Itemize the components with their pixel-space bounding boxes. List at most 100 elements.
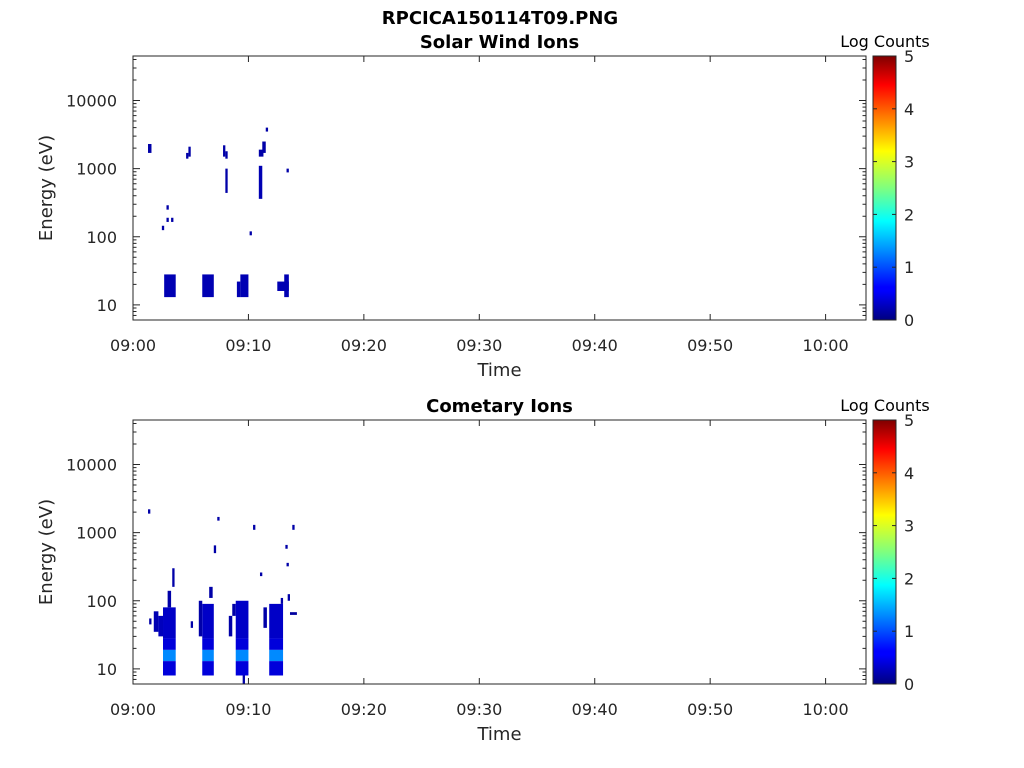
spectrogram-cell	[235, 661, 249, 676]
x-tick-label: 10:00	[803, 336, 849, 355]
y-tick-label: 100	[86, 228, 117, 247]
colorbar-tick-label: 5	[904, 411, 914, 430]
x-tick-label: 09:00	[110, 700, 156, 719]
spectrogram-cell	[258, 149, 264, 157]
spectrogram-cell	[202, 661, 214, 676]
y-tick-label: 1000	[76, 160, 117, 179]
x-tick-label: 09:20	[341, 336, 387, 355]
colorbar-gradient	[872, 55, 897, 321]
spectrogram-cell	[166, 205, 169, 210]
y-axis-label: Energy (eV)	[36, 135, 57, 241]
spectrogram-cell	[240, 274, 249, 298]
x-tick-label: 10:00	[803, 700, 849, 719]
spectrogram-cell	[217, 516, 220, 521]
colorbar-tick-label: 2	[904, 569, 914, 588]
spectrogram-cell	[225, 168, 228, 193]
spectrogram-cell	[148, 509, 151, 514]
spectrogram-cell	[292, 524, 295, 530]
x-tick-label: 09:50	[687, 336, 733, 355]
spectrogram-cell	[265, 127, 269, 132]
plot-frame	[132, 55, 867, 321]
spectrogram-cell	[287, 594, 290, 601]
spectrogram-cell	[235, 649, 249, 662]
spectrogram-cell	[198, 600, 203, 637]
colorbar-label: Log Counts	[840, 396, 930, 415]
x-tick-label: 09:30	[456, 700, 502, 719]
colorbar-tick-label: 1	[904, 622, 914, 641]
colorbar-label: Log Counts	[840, 32, 930, 51]
colorbar-tick-label: 0	[904, 675, 914, 694]
spectrogram-cell	[269, 649, 284, 662]
spectrogram-cell	[236, 281, 241, 298]
spectrogram-cell	[253, 524, 256, 530]
spectrogram-cell	[269, 638, 284, 650]
x-tick-label: 09:10	[225, 336, 271, 355]
spectrogram-cell	[202, 274, 214, 298]
plot-frame	[132, 419, 867, 685]
spectrogram-cell	[167, 590, 172, 608]
colorbar-tick-label: 2	[904, 205, 914, 224]
spectrogram-cell	[228, 615, 233, 637]
spectrogram-cell	[213, 545, 217, 554]
spectrogram-cell	[262, 141, 266, 153]
colorbar-tick-label: 4	[904, 464, 914, 483]
spectrogram-cell	[285, 544, 288, 549]
y-tick-label: 10	[97, 660, 117, 679]
spectrogram-cells	[148, 127, 289, 298]
spectrogram-cell	[164, 274, 176, 298]
spectrogram-cell	[223, 145, 226, 157]
x-tick-label: 09:40	[572, 700, 618, 719]
y-tick-label: 10	[97, 296, 117, 315]
x-tick-label: 09:50	[687, 700, 733, 719]
spectrogram-cell	[166, 217, 169, 222]
spectrogram-cell	[235, 600, 249, 639]
spectrogram-cell	[269, 603, 284, 639]
spectrogram-cells	[148, 509, 297, 684]
x-axis-label: Time	[476, 360, 521, 381]
spectrogram-cell	[190, 621, 194, 628]
spectrogram-cell	[186, 152, 189, 159]
chart-title: Solar Wind Ions	[420, 32, 579, 53]
x-tick-label: 09:00	[110, 336, 156, 355]
spectrogram-cell	[259, 572, 263, 577]
spectrogram-cell	[161, 225, 165, 231]
spectrogram-cell	[289, 612, 297, 615]
spectrogram-cell	[286, 562, 289, 567]
spectrogram-cell	[153, 611, 159, 632]
x-tick-label: 09:40	[572, 336, 618, 355]
spectrogram-cell	[209, 586, 213, 598]
chart-title: Cometary Ions	[426, 396, 573, 417]
spectrogram-cell	[163, 638, 176, 650]
x-tick-label: 09:20	[341, 700, 387, 719]
spectrogram-cell	[277, 281, 289, 291]
spectrogram-cell	[188, 146, 191, 157]
y-tick-label: 10000	[66, 456, 117, 475]
x-tick-label: 09:10	[225, 700, 271, 719]
spectrogram-cell	[225, 151, 228, 159]
x-axis-label: Time	[476, 724, 521, 745]
spectrogram-cell	[235, 638, 249, 650]
x-tick-label: 09:30	[456, 336, 502, 355]
spectrogram-cell	[286, 168, 289, 173]
spectrogram-cell	[149, 618, 152, 625]
spectrogram-cell	[202, 603, 214, 639]
spectrogram-cell	[163, 649, 176, 662]
y-axis-label: Energy (eV)	[36, 499, 57, 605]
colorbar-tick-label: 3	[904, 153, 914, 172]
colorbar-tick-label: 4	[904, 100, 914, 119]
spectrogram-cell	[202, 638, 214, 650]
spectrogram-cell	[284, 274, 289, 298]
spectrogram-cell	[171, 217, 174, 222]
y-tick-label: 1000	[76, 524, 117, 543]
colorbar-tick-label: 0	[904, 311, 914, 330]
spectrogram-cell	[172, 568, 175, 587]
y-tick-label: 10000	[66, 92, 117, 111]
spectrogram-cell	[249, 231, 252, 236]
colorbar-tick-label: 3	[904, 517, 914, 536]
spectrogram-cell	[263, 607, 267, 628]
figure-title: RPCICA150114T09.PNG	[382, 8, 618, 29]
colorbar-tick-label: 5	[904, 47, 914, 66]
spectrogram-cell	[232, 603, 236, 616]
